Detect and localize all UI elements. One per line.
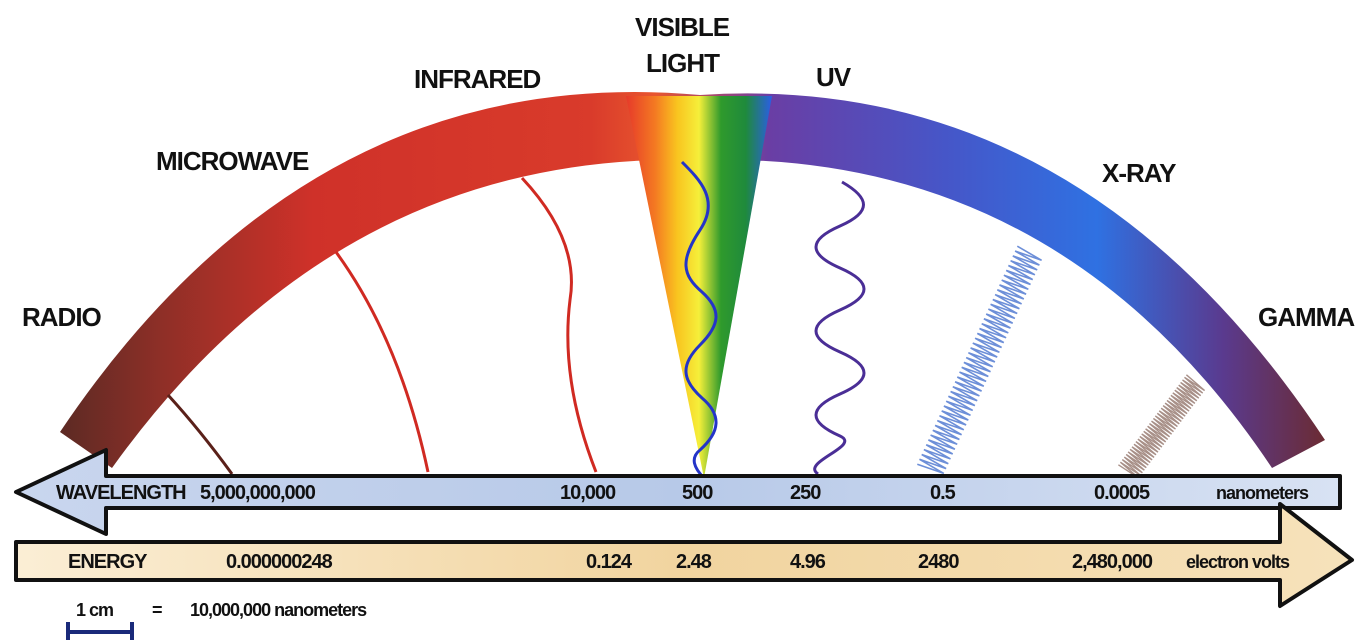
wavelength-arrow bbox=[14, 448, 1342, 536]
energy-value-radio: 0.000000248 bbox=[226, 551, 333, 573]
wavelength-value-radio: 5,000,000,000 bbox=[200, 482, 316, 504]
uv-wave bbox=[813, 180, 866, 476]
wavelength-value-infrared: 10,000 bbox=[560, 482, 616, 504]
microwave-wave bbox=[334, 251, 430, 473]
scale-value: 10,000,000 nanometers bbox=[190, 600, 367, 620]
scale-bar bbox=[66, 622, 134, 640]
label-infrared: INFRARED bbox=[414, 64, 541, 94]
energy-arrow bbox=[14, 502, 1354, 608]
label-uv: UV bbox=[816, 62, 852, 92]
wavelength-value-uv: 250 bbox=[790, 482, 821, 504]
wavelength-label: WAVELENGTH bbox=[56, 482, 186, 504]
wavelength-unit: nanometers bbox=[1216, 483, 1309, 503]
energy-value-visible: 2.48 bbox=[676, 551, 712, 573]
wavelength-value-xray: 0.5 bbox=[930, 482, 956, 504]
energy-value-infrared: 0.124 bbox=[586, 551, 633, 573]
wavelength-value-gamma: 0.0005 bbox=[1094, 482, 1150, 504]
label-radio: RADIO bbox=[22, 302, 102, 332]
scale-equals: = bbox=[152, 600, 162, 620]
energy-value-xray: 2480 bbox=[918, 551, 959, 573]
label-visible-line1: VISIBLE bbox=[635, 12, 730, 42]
energy-label: ENERGY bbox=[68, 551, 148, 573]
label-microwave: MICROWAVE bbox=[156, 146, 309, 176]
label-visible-line2: LIGHT bbox=[646, 48, 720, 78]
energy-unit: electron volts bbox=[1186, 552, 1290, 572]
infrared-wave bbox=[520, 176, 598, 473]
radio-wave bbox=[166, 393, 234, 475]
label-xray: X-RAY bbox=[1102, 158, 1176, 188]
spectrum-arc bbox=[60, 91, 1325, 468]
label-gamma: GAMMA bbox=[1258, 302, 1355, 332]
gamma-wave bbox=[1118, 374, 1206, 479]
visible-wave bbox=[680, 160, 718, 480]
visible-light-wedge bbox=[626, 96, 772, 478]
scale-length: 1 cm bbox=[76, 600, 113, 620]
energy-value-gamma: 2,480,000 bbox=[1072, 551, 1153, 573]
xray-wave bbox=[917, 245, 1043, 475]
wavelength-value-visible: 500 bbox=[682, 482, 713, 504]
energy-value-uv: 4.96 bbox=[790, 551, 826, 573]
